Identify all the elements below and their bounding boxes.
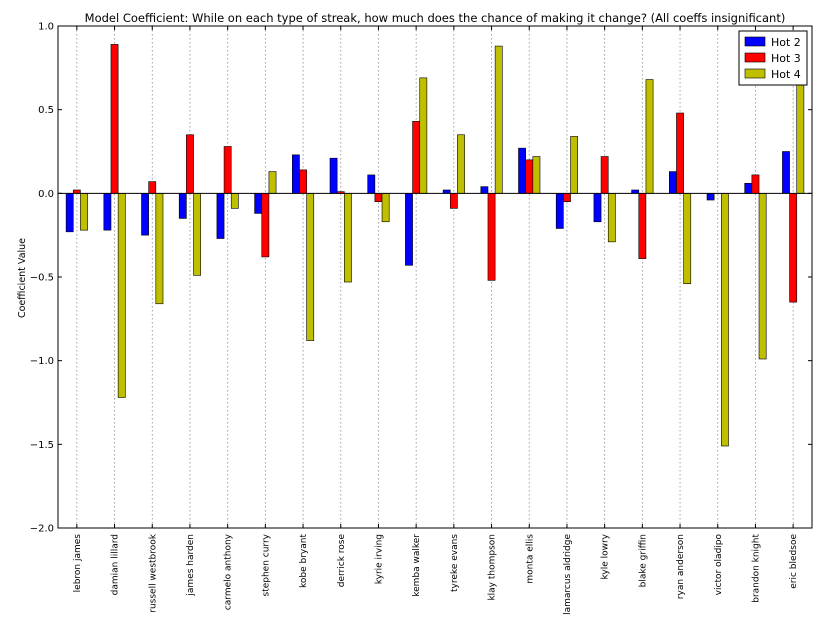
x-tick-label: eric bledsoe (789, 534, 799, 589)
x-tick-label: blake griffin (638, 534, 648, 587)
x-tick-label: stephen curry (261, 533, 271, 596)
x-tick-label: kemba walker (412, 534, 422, 597)
bar-hot-3 (413, 121, 420, 193)
bar-hot-2 (669, 172, 676, 194)
legend-label: Hot 4 (771, 68, 801, 81)
legend: Hot 2 Hot 3 Hot 4 (739, 31, 807, 85)
bar-hot-4 (457, 135, 464, 194)
bar-hot-3 (488, 193, 495, 280)
bar-hot-2 (217, 193, 224, 238)
x-tick-label: kobe bryant (299, 534, 309, 588)
bar-hot-4 (231, 193, 238, 208)
bar-hot-2 (443, 190, 450, 193)
x-axis-ticks: lebron james damian lillard russell westbr… (73, 26, 799, 615)
bar-hot-3 (639, 193, 646, 258)
legend-swatch (745, 37, 765, 46)
x-tick-label: carmelo anthony (224, 533, 234, 610)
bar-hot-3 (262, 193, 269, 257)
bar-hot-4 (759, 193, 766, 359)
x-tick-label: derrick rose (337, 534, 347, 588)
legend-label: Hot 2 (771, 36, 801, 49)
y-tick-label: −0.5 (30, 273, 54, 284)
legend-label: Hot 3 (771, 52, 801, 65)
y-tick-label: 0.0 (38, 189, 54, 200)
bar-hot-2 (782, 152, 789, 194)
bar-hot-4 (269, 172, 276, 194)
bar-hot-2 (556, 193, 563, 228)
bar-hot-4 (80, 193, 87, 230)
x-tick-label: damian lillard (111, 534, 121, 595)
bar-hot-3 (111, 44, 118, 193)
plot-frame (58, 26, 812, 528)
bar-hot-4 (307, 193, 314, 340)
bar-hot-4 (156, 193, 163, 303)
bar-hot-4 (420, 78, 427, 193)
bar-hot-3 (790, 193, 797, 302)
bar-hot-2 (255, 193, 262, 213)
y-tick-label: −1.0 (30, 356, 54, 367)
bar-hot-2 (707, 193, 714, 200)
bar-hot-2 (292, 155, 299, 193)
bar-hot-4 (495, 46, 502, 193)
x-tick-label: monta ellis (525, 534, 535, 584)
bar-hot-3 (676, 113, 683, 193)
bar-hot-3 (224, 146, 231, 193)
x-tick-label: ryan anderson (676, 534, 686, 599)
bar-hot-4 (608, 193, 615, 242)
bar-hot-2 (104, 193, 111, 230)
bar-hot-2 (66, 193, 73, 231)
bar-hot-4 (646, 80, 653, 194)
bar-hot-4 (571, 136, 578, 193)
bar-hot-4 (194, 193, 201, 275)
bar-hot-2 (179, 193, 186, 218)
y-axis-label: Coefficient Value (17, 238, 28, 318)
bar-hot-3 (299, 170, 306, 193)
bar-hot-2 (405, 193, 412, 265)
x-tick-label: kyrie irving (374, 534, 384, 584)
x-tick-label: lamarcus aldridge (563, 534, 573, 615)
y-tick-label: −1.5 (30, 440, 54, 451)
x-tick-label: russell westbrook (148, 533, 158, 613)
x-tick-label: james harden (186, 534, 196, 597)
bar-hot-2 (481, 187, 488, 194)
y-tick-label: 0.5 (38, 105, 54, 116)
bar-hot-3 (149, 182, 156, 194)
bar-hot-3 (73, 190, 80, 193)
chart-title: Model Coefficient: While on each type of… (85, 11, 786, 25)
bar-hot-2 (594, 193, 601, 221)
x-tick-label: lebron james (73, 534, 83, 593)
legend-swatch (745, 53, 765, 62)
bar-hot-3 (186, 135, 193, 194)
x-tick-label: klay thompson (488, 534, 498, 601)
bar-hot-3 (752, 175, 759, 193)
x-tick-label: brandon knight (751, 534, 761, 603)
bar-hot-2 (519, 148, 526, 193)
bar-hot-3 (450, 193, 457, 208)
y-tick-label: −2.0 (30, 524, 54, 535)
bar-hot-3 (526, 160, 533, 193)
bar-hot-4 (721, 193, 728, 446)
bar-hot-4 (533, 157, 540, 194)
bar-hot-2 (368, 175, 375, 193)
x-tick-label: victor oladipo (714, 534, 724, 596)
bar-hot-3 (563, 193, 570, 201)
bar-hot-3 (601, 157, 608, 194)
y-tick-label: 1.0 (38, 22, 54, 33)
bar-hot-2 (632, 190, 639, 193)
bar-hot-4 (344, 193, 351, 282)
bar-hot-3 (375, 193, 382, 201)
bar-hot-4 (684, 193, 691, 283)
bar-hot-2 (745, 183, 752, 193)
bar-hot-4 (118, 193, 125, 397)
bar-hot-2 (330, 158, 337, 193)
legend-swatch (745, 69, 765, 78)
bars (66, 44, 804, 446)
bar-hot-4 (382, 193, 389, 221)
x-tick-label: kyle lowry (601, 533, 611, 579)
bar-hot-2 (142, 193, 149, 235)
x-tick-label: tyreke evans (450, 534, 460, 592)
